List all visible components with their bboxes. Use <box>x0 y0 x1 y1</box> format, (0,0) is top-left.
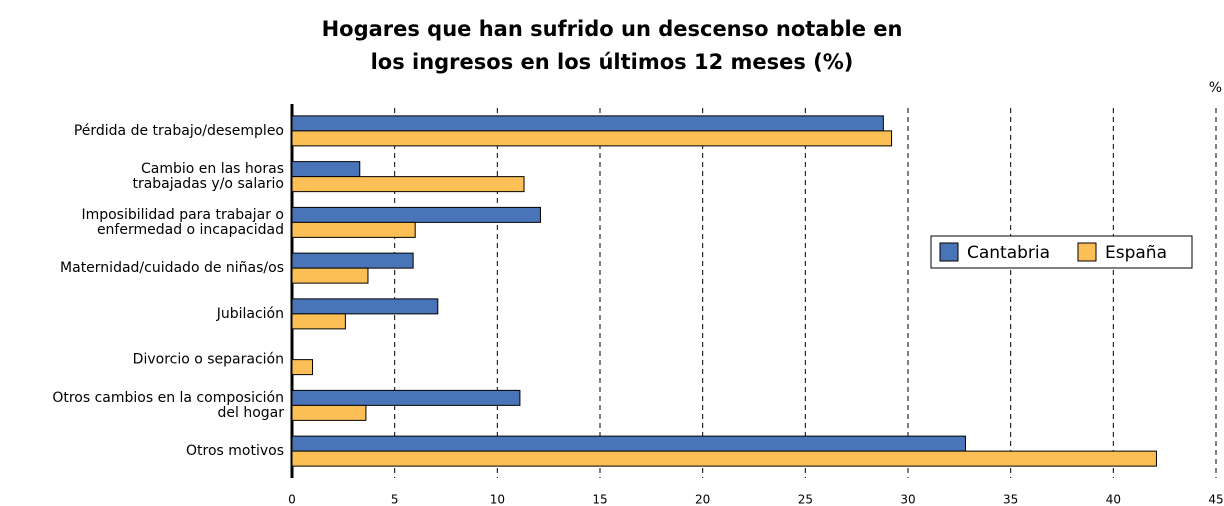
legend-swatch <box>1077 242 1097 262</box>
y-tick-label: Otros motivos <box>186 443 284 459</box>
bar <box>291 176 525 193</box>
bar <box>291 389 521 406</box>
legend-label: España <box>1105 243 1167 263</box>
x-tick-label: 35 <box>1003 493 1018 506</box>
y-tick-label: Jubilación <box>216 306 284 322</box>
x-tick-label: 10 <box>490 493 505 506</box>
bar <box>291 252 414 269</box>
y-tick-label: Imposibilidad para trabajar o enfermedad … <box>81 207 284 238</box>
bar <box>291 206 541 223</box>
bar <box>291 435 966 452</box>
bar <box>291 267 369 284</box>
y-tick-label: Pérdida de trabajo/desempleo <box>74 123 284 139</box>
unit-label: % <box>1209 80 1222 96</box>
chart-title: Hogares que han sufrido un descenso nota… <box>322 17 903 74</box>
bar <box>291 161 361 178</box>
x-tick-label: 40 <box>1106 493 1121 506</box>
x-tick-label: 20 <box>695 493 710 506</box>
bar <box>291 450 1157 467</box>
legend-swatch <box>939 242 959 262</box>
bar <box>291 221 416 238</box>
x-tick-label: 15 <box>592 493 607 506</box>
y-tick-label: Maternidad/cuidado de niñas/os <box>60 260 284 276</box>
bar <box>291 115 884 132</box>
x-tick-label: 25 <box>798 493 813 506</box>
y-tick-label: Cambio en las horas trabajadas y/o salari… <box>132 161 284 192</box>
bar <box>291 404 367 421</box>
bar <box>291 298 439 315</box>
y-tick-label: Otros cambios en la composición del hogar <box>52 390 284 421</box>
bar <box>291 313 346 330</box>
x-tick-label: 0 <box>288 493 296 506</box>
x-tick-label: 45 <box>1208 493 1223 506</box>
x-tick-label: 5 <box>391 493 399 506</box>
x-tick-label: 30 <box>900 493 915 506</box>
legend-box <box>930 235 1193 269</box>
bar <box>291 359 314 376</box>
y-tick-label: Divorcio o separación <box>133 352 284 368</box>
bar <box>291 130 893 147</box>
legend-label: Cantabria <box>967 243 1050 263</box>
